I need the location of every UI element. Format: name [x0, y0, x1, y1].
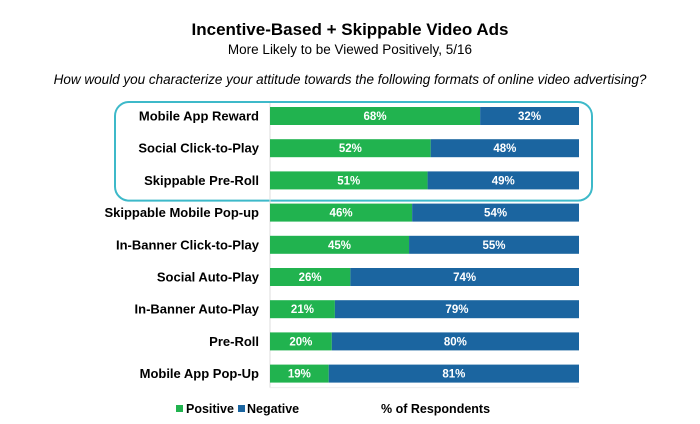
category-label: In-Banner Click-to-Play: [116, 237, 260, 252]
bar-positive: [270, 332, 332, 351]
bar-negative: [409, 235, 579, 254]
category-label: Social Auto-Play: [157, 270, 260, 285]
data-label-negative: 48%: [493, 143, 516, 155]
data-label-positive: 51%: [337, 175, 360, 187]
bar-positive: [270, 203, 413, 222]
category-label: Social Click-to-Play: [138, 141, 259, 156]
data-label-positive: 45%: [328, 240, 351, 252]
data-label-negative: 32%: [518, 111, 541, 123]
highlight-box: [114, 101, 593, 202]
data-label-positive: 26%: [299, 272, 322, 284]
data-label-positive: 20%: [289, 336, 312, 348]
data-label-positive: 52%: [339, 143, 362, 155]
bar-positive: [270, 235, 410, 254]
data-label-positive: 46%: [330, 208, 353, 220]
category-label: Pre-Roll: [209, 334, 259, 349]
category-label: Mobile App Pop-Up: [140, 366, 259, 381]
data-label-positive: 21%: [291, 304, 314, 316]
legend-swatch-negative: [238, 405, 245, 412]
bar-negative: [350, 268, 579, 286]
bar-negative: [412, 203, 579, 222]
bar-negative: [334, 300, 579, 319]
category-label: Mobile App Reward: [139, 109, 259, 124]
legend-label-positive: Positive: [186, 402, 234, 416]
data-label-negative: 80%: [444, 336, 467, 348]
bar-positive: [270, 171, 428, 190]
bar-positive: [270, 268, 351, 286]
bar-negative: [480, 107, 579, 125]
data-label-negative: 74%: [453, 272, 476, 284]
data-label-negative: 81%: [442, 369, 465, 381]
data-label-negative: 49%: [492, 175, 515, 187]
survey-question: How would you characterize your attitude…: [53, 72, 647, 87]
bar-negative: [331, 332, 579, 351]
bar-positive: [270, 364, 329, 383]
bar-positive: [270, 139, 431, 158]
data-label-positive: 19%: [288, 369, 311, 381]
category-label: Skippable Pre-Roll: [144, 173, 259, 188]
category-label: Skippable Mobile Pop-up: [104, 205, 259, 220]
data-label-negative: 54%: [484, 208, 507, 220]
legend-swatch-positive: [176, 405, 183, 412]
category-label: In-Banner Auto-Play: [135, 302, 260, 317]
bar-positive: [270, 300, 335, 319]
x-axis-label: % of Respondents: [381, 402, 490, 416]
chart-subtitle: More Likely to be Viewed Positively, 5/1…: [227, 42, 473, 57]
legend-label-negative: Negative: [247, 402, 299, 416]
bar-negative: [430, 139, 579, 158]
bar-positive: [270, 107, 481, 125]
data-label-negative: 55%: [483, 240, 506, 252]
chart-title: Incentive-Based + Skippable Video Ads: [191, 20, 509, 39]
data-label-positive: 68%: [364, 111, 387, 123]
bar-negative: [328, 364, 579, 383]
data-label-negative: 79%: [445, 304, 468, 316]
bar-negative: [427, 171, 579, 190]
